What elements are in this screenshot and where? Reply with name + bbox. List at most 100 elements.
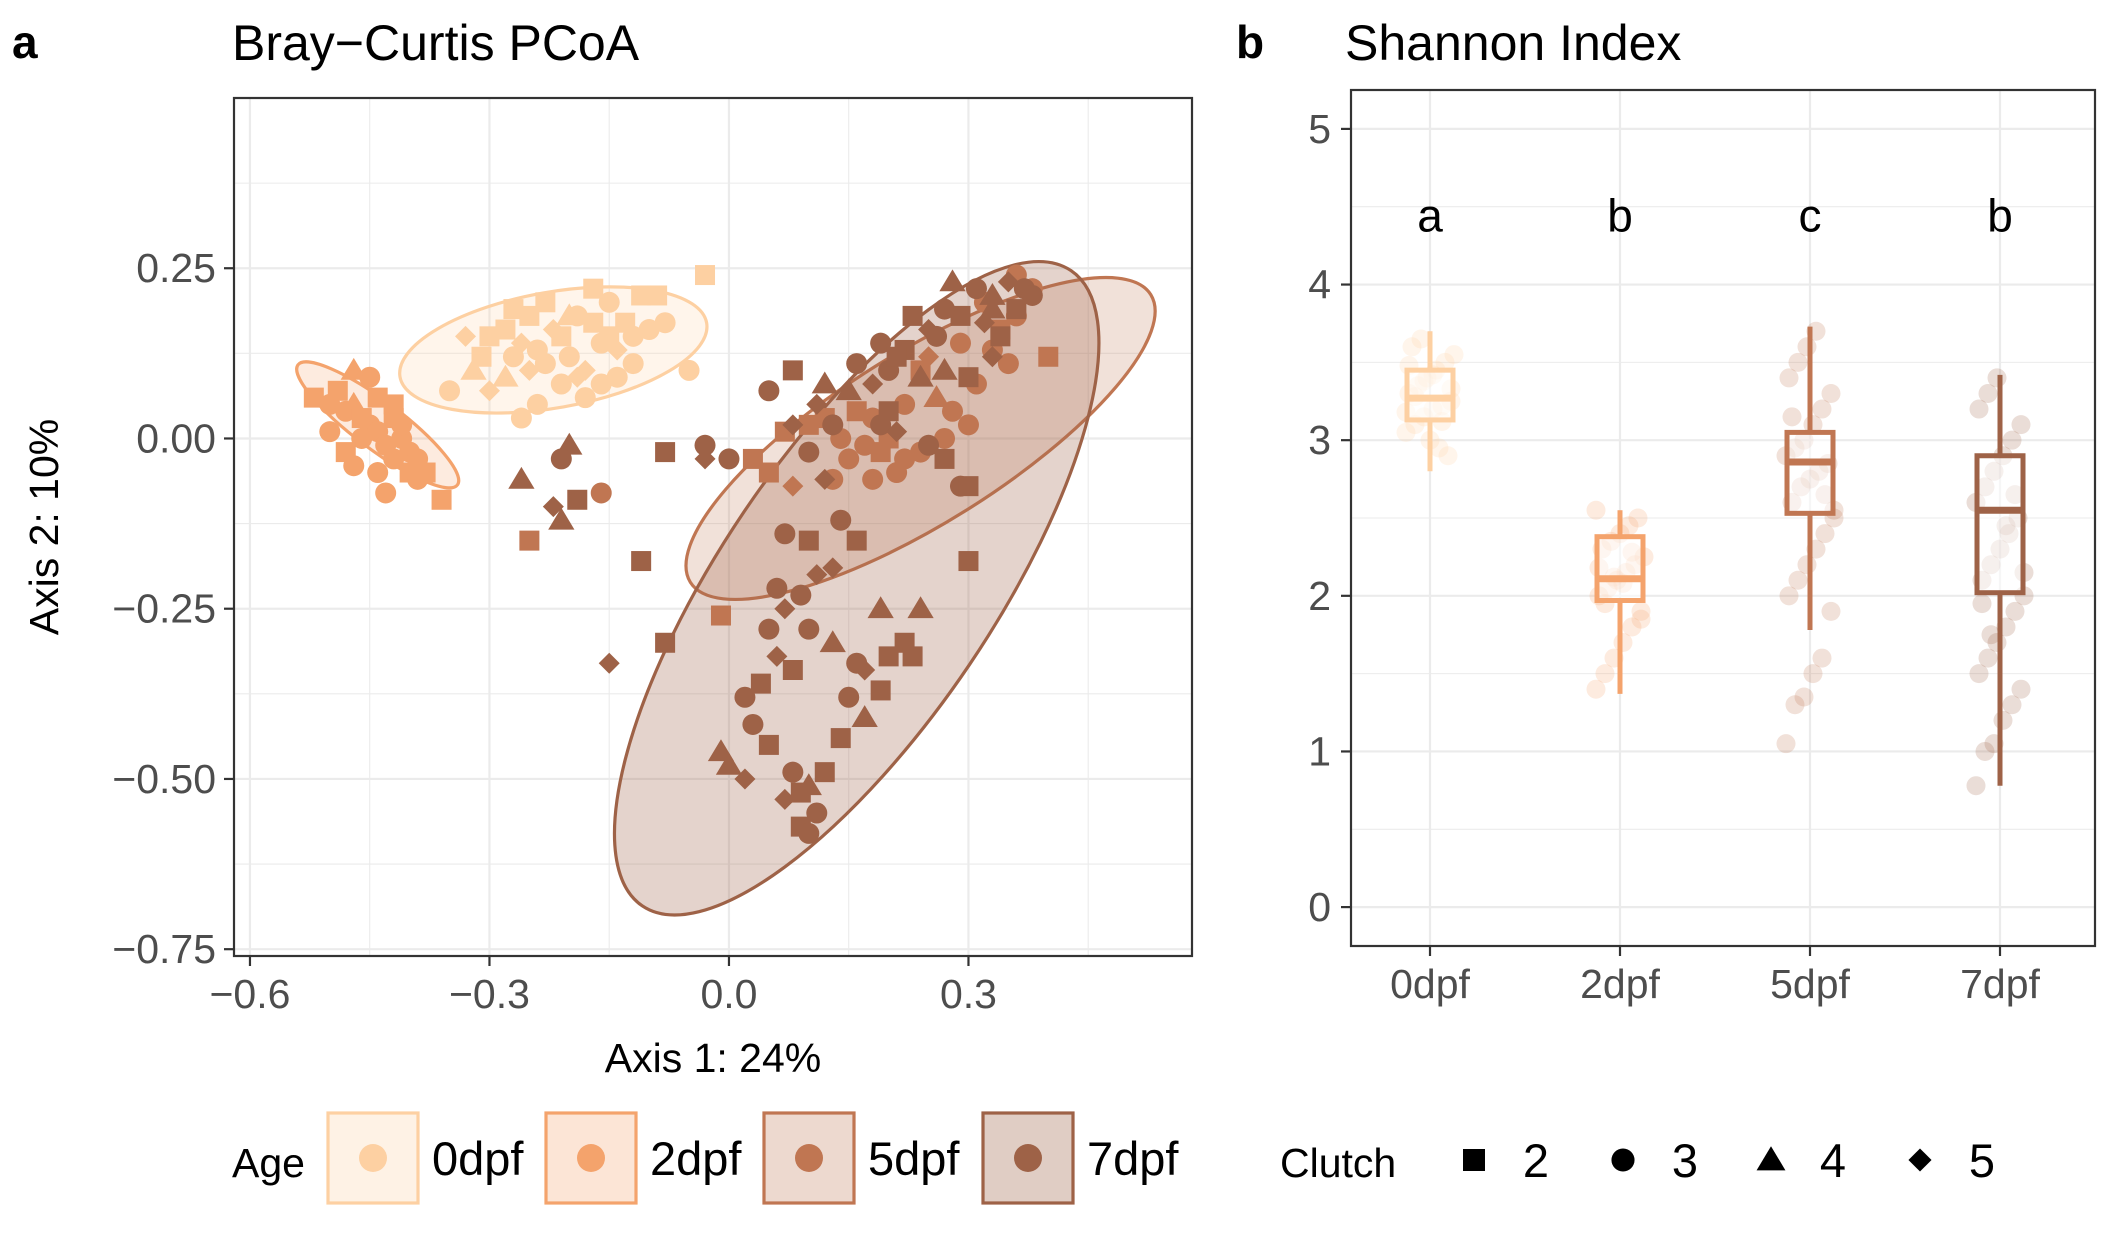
legend-age-dot-5dpf (795, 1144, 823, 1172)
point-5dpf-circle (942, 400, 963, 422)
box-5dpf (1784, 429, 1836, 516)
jitter-point-5dpf (1821, 601, 1841, 621)
point-2dpf-square (367, 387, 388, 408)
point-7dpf-diamond (862, 373, 884, 395)
point-7dpf-square (958, 367, 979, 388)
point-5dpf-circle (997, 353, 1019, 375)
panel-a-border (232, 96, 1194, 958)
jitter-point-5dpf (1782, 407, 1802, 427)
point-5dpf-circle (854, 434, 876, 456)
x-tick-label: 0.0 (700, 971, 757, 1017)
jitter-point-5dpf (1779, 368, 1799, 388)
x-tick-label: −0.3 (449, 971, 530, 1017)
point-7dpf-triangle (907, 364, 934, 387)
point-5dpf-square (742, 448, 763, 469)
point-5dpf-square (710, 605, 731, 626)
point-2dpf-square (327, 380, 348, 401)
point-2dpf-circle (407, 448, 429, 470)
point-7dpf-circle (718, 448, 740, 470)
point-7dpf-circle (758, 380, 780, 402)
legend-clutch-label-3: 3 (1672, 1134, 1698, 1187)
point-0dpf-circle (678, 359, 700, 381)
y-tick-label: 0.25 (136, 245, 216, 291)
significance-letter: b (1987, 190, 2013, 242)
point-5dpf-square (758, 462, 779, 483)
x-tick-label: 0.3 (940, 971, 997, 1017)
point-0dpf-square (471, 346, 492, 367)
jitter-point-0dpf (1435, 352, 1455, 372)
point-7dpf-triangle (979, 296, 1006, 319)
point-0dpf-circle (590, 373, 612, 395)
y-tick-label: 0.00 (136, 415, 216, 461)
point-7dpf-square (846, 530, 867, 551)
point-7dpf-circle (846, 353, 868, 375)
point-0dpf-square (695, 265, 716, 286)
legend-clutch-key-circle (1611, 1148, 1635, 1172)
point-0dpf-diamond (478, 380, 500, 402)
point-7dpf-diamond (997, 271, 1019, 293)
legend-age: Age 0dpf 2dpf 5dpf 7dpf (232, 1111, 1179, 1205)
jitter-point-7dpf (1969, 399, 1989, 419)
legend-age-dot-7dpf (1014, 1144, 1042, 1172)
point-7dpf-diamond (918, 319, 940, 341)
point-7dpf-square (990, 326, 1011, 347)
legend-clutch-key-square (1463, 1149, 1485, 1171)
point-7dpf-square (950, 305, 971, 326)
point-7dpf-circle (782, 761, 804, 783)
point-7dpf-square (782, 360, 803, 381)
point-0dpf-circle (622, 325, 644, 347)
point-7dpf-circle (838, 686, 860, 708)
legend-age-dot-2dpf (577, 1144, 605, 1172)
point-7dpf-square (902, 646, 923, 667)
box-2dpf (1594, 534, 1646, 603)
x-tick-label: −0.6 (209, 971, 290, 1017)
point-7dpf-diamond (598, 652, 620, 674)
point-7dpf-triangle (939, 269, 966, 292)
legend-clutch-label-2: 2 (1523, 1134, 1549, 1187)
jitter-point-7dpf (2011, 679, 2031, 699)
point-7dpf-circle (734, 686, 756, 708)
point-7dpf-diamond (694, 448, 716, 470)
point-7dpf-square (830, 728, 851, 749)
legend-clutch-label-5: 5 (1969, 1134, 1995, 1187)
point-7dpf-circle (934, 298, 956, 320)
point-0dpf-circle (598, 291, 620, 313)
legend-clutch-title: Clutch (1280, 1140, 1396, 1186)
jitter-point-7dpf (1981, 625, 2001, 645)
point-2dpf-circle (391, 414, 413, 436)
panel-a-title: Bray−Curtis PCoA (232, 15, 640, 71)
jitter-point-2dpf (1595, 664, 1615, 684)
point-0dpf-circle (502, 346, 524, 368)
point-0dpf-diamond (518, 359, 540, 381)
legend-clutch: Clutch 2 3 4 5 (1280, 1134, 1995, 1187)
point-5dpf-square (846, 401, 867, 422)
point-7dpf-circle (870, 332, 892, 354)
point-2dpf-circle (319, 421, 341, 443)
point-5dpf-circle (894, 393, 916, 415)
point-7dpf-triangle (907, 596, 934, 619)
legend-age-label-5dpf: 5dpf (868, 1132, 960, 1185)
point-0dpf-square (535, 292, 556, 313)
point-7dpf-circle (798, 618, 820, 640)
jitter-point-0dpf (1438, 446, 1458, 466)
jitter-point-2dpf (1586, 679, 1606, 699)
point-7dpf-diamond (886, 421, 908, 443)
point-7dpf-circle (790, 584, 812, 606)
point-7dpf-circle (694, 434, 716, 456)
point-7dpf-square (886, 346, 907, 367)
point-7dpf-circle (766, 577, 788, 599)
legend-clutch-label-4: 4 (1820, 1134, 1846, 1187)
point-0dpf-circle (654, 312, 676, 334)
legend-clutch-key-diamond (1908, 1148, 1932, 1172)
jitter-point-5dpf (1803, 664, 1823, 684)
panel-b-y-axis: 0 1 2 3 4 5 (1308, 106, 1351, 930)
point-7dpf-square (750, 673, 771, 694)
jitter-point-5dpf (1785, 695, 1805, 715)
point-5dpf-circle (934, 427, 956, 449)
significance-letter: a (1417, 190, 1443, 242)
panel-b-title: Shannon Index (1345, 15, 1681, 71)
jitter-point-0dpf (1396, 422, 1416, 442)
panel-a-letter: a (12, 16, 38, 68)
point-7dpf-triangle (819, 630, 846, 653)
